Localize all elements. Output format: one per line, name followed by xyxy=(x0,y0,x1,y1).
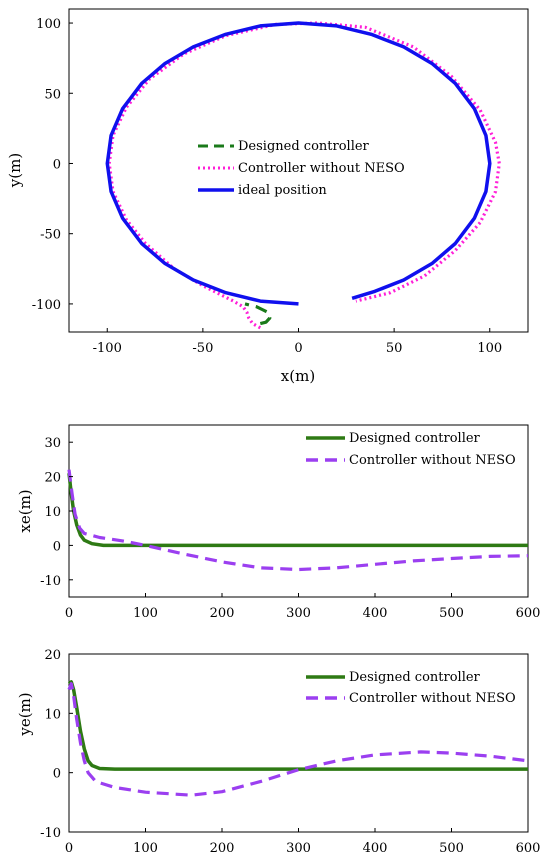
x-ticks: 0 100 200 300 400 500 600 xyxy=(65,593,541,621)
y-axis-label: y(m) xyxy=(6,153,24,188)
legend: Designed controller Controller without N… xyxy=(198,139,405,198)
series-line-1 xyxy=(67,469,529,572)
x-tick-label: 0 xyxy=(65,841,73,856)
x-tick-label: 50 xyxy=(386,341,403,356)
y-tick-label: -10 xyxy=(40,574,61,589)
series-line-1 xyxy=(107,21,501,330)
legend-label-designed: Designed controller xyxy=(349,670,481,685)
x-tick-label: 0 xyxy=(65,606,73,621)
y-tick-label: 10 xyxy=(44,707,61,722)
x-tick-label: 500 xyxy=(439,841,464,856)
y-ticks: 100 50 0 -50 -100 xyxy=(32,17,73,313)
y-tick-label: 0 xyxy=(53,767,61,782)
series-line-0 xyxy=(67,473,528,548)
y-tick-label: 20 xyxy=(44,471,61,486)
x-tick-label: 300 xyxy=(286,841,311,856)
y-axis-label: xe(m) xyxy=(16,489,34,532)
legend-label-designed: Designed controller xyxy=(238,139,370,154)
x-tick-label: -50 xyxy=(192,341,213,356)
plot-frame xyxy=(68,424,529,598)
y-ticks: 20 10 0 -10 xyxy=(40,648,73,841)
trajectory-plot: -100 -50 0 50 100 100 50 0 -50 -100 x(m) y(m) De… xyxy=(6,8,529,385)
legend-label-designed: Designed controller xyxy=(349,431,481,446)
y-axis-label: ye(m) xyxy=(16,692,34,736)
x-tick-label: 200 xyxy=(210,606,235,621)
series-layer xyxy=(67,469,529,572)
y-tick-label: 100 xyxy=(36,17,61,32)
y-ticks: 30 20 10 0 -10 xyxy=(40,436,73,589)
series-line-2 xyxy=(105,21,492,306)
x-tick-label: 100 xyxy=(133,841,158,856)
series-line-0 xyxy=(244,302,272,326)
series-layer xyxy=(105,21,501,330)
x-tick-label: -100 xyxy=(93,341,122,356)
x-tick-label: 600 xyxy=(516,606,541,621)
y-tick-label: 0 xyxy=(53,539,61,554)
x-tick-label: 400 xyxy=(363,841,388,856)
series-line-1 xyxy=(67,682,529,797)
x-ticks: -100 -50 0 50 100 xyxy=(93,328,502,356)
legend-label-without-neso: Controller without NESO xyxy=(349,691,516,706)
series-layer xyxy=(67,680,529,797)
x-tick-label: 300 xyxy=(286,606,311,621)
y-tick-label: 30 xyxy=(44,436,61,451)
y-tick-label: 0 xyxy=(53,157,61,172)
x-axis-label: x(m) xyxy=(281,367,315,385)
legend-label-without-neso: Controller without NESO xyxy=(349,453,516,468)
x-tick-label: 100 xyxy=(477,341,502,356)
legend: Designed controller Controller without N… xyxy=(306,670,516,706)
y-tick-label: -50 xyxy=(40,228,61,243)
x-ticks: 0 100 200 300 400 500 600 xyxy=(65,828,541,856)
legend: Designed controller Controller without N… xyxy=(306,431,516,468)
legend-label-ideal: ideal position xyxy=(238,183,327,198)
x-tick-label: 400 xyxy=(363,606,388,621)
x-tick-label: 100 xyxy=(133,606,158,621)
x-tick-label: 600 xyxy=(516,841,541,856)
y-tick-label: 10 xyxy=(44,505,61,520)
y-tick-label: 50 xyxy=(44,87,61,102)
x-tick-label: 0 xyxy=(294,341,302,356)
legend-label-without-neso: Controller without NESO xyxy=(238,161,405,176)
y-tick-label: -10 xyxy=(40,826,61,841)
y-tick-label: -100 xyxy=(32,298,61,313)
x-tick-label: 200 xyxy=(210,841,235,856)
y-tick-label: 20 xyxy=(44,648,61,663)
x-tick-label: 500 xyxy=(439,606,464,621)
